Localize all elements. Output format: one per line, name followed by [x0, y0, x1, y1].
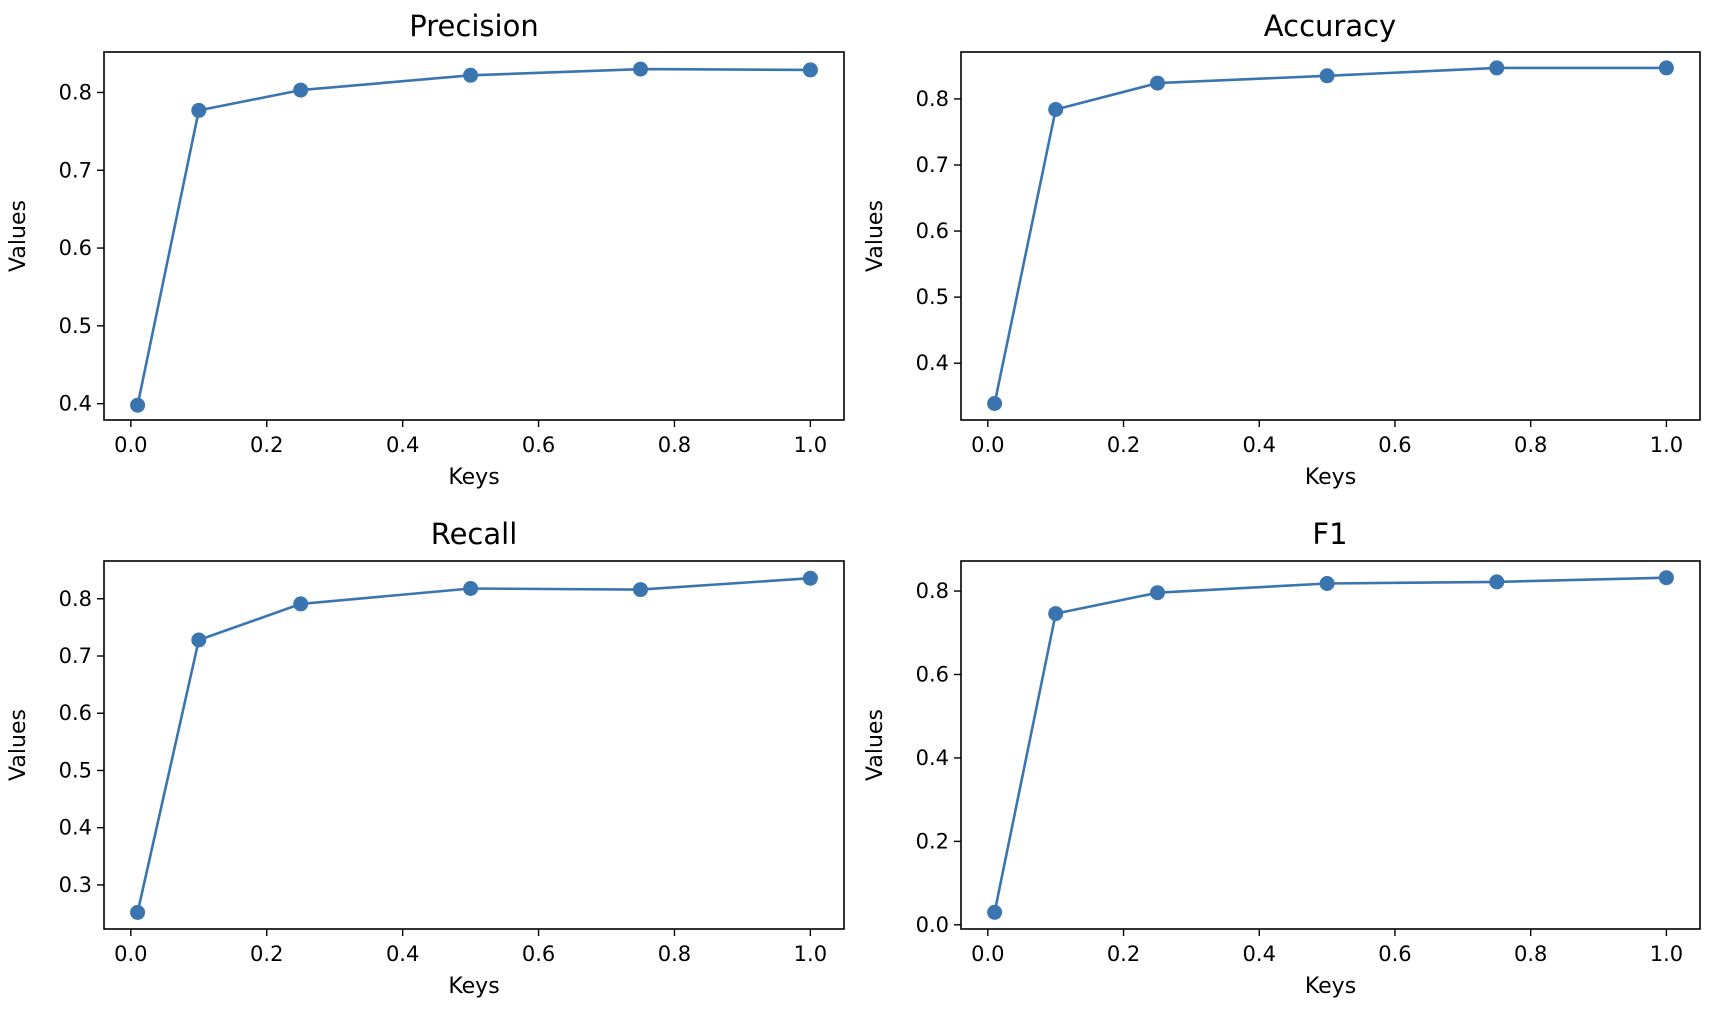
accuracy-data-point	[1048, 102, 1064, 117]
recall-data-point	[293, 596, 309, 612]
precision-y-tick-label: 0.7	[59, 158, 92, 182]
accuracy-data-point	[987, 396, 1003, 411]
f1-data-point	[1048, 606, 1064, 622]
recall-x-tick-label: 1.0	[794, 942, 827, 966]
f1-data-point	[1319, 576, 1335, 591]
recall-plot-frame	[103, 560, 845, 930]
precision-x-tick-label: 1.0	[794, 433, 827, 457]
recall-x-tick-label: 0.2	[250, 942, 283, 966]
precision-data-point	[633, 61, 648, 77]
accuracy-x-tick-label: 0.2	[1107, 433, 1140, 457]
f1-data-point	[987, 904, 1003, 920]
precision-data-point	[463, 67, 479, 83]
recall-x-tick-label: 0.8	[658, 942, 691, 966]
accuracy-data-point	[1489, 60, 1505, 76]
accuracy-panel: Accuracy 0.0 0.2 0.4 0.6 0.8 1.0 0.4 0.5 0.6 0.7 0.…	[863, 9, 1701, 490]
f1-x-tick-label: 0.8	[1514, 942, 1547, 966]
accuracy-x-tick-label: 0.0	[971, 433, 1004, 457]
recall-title: Recall	[431, 517, 518, 551]
recall-x-tick-label: 0.6	[522, 942, 555, 966]
precision-y-tick-label: 0.4	[59, 392, 92, 416]
recall-x-tick-label: 0.4	[386, 942, 419, 966]
recall-data-point	[130, 904, 146, 920]
precision-x-tick-label: 0.6	[522, 433, 555, 457]
precision-y-tick-label: 0.6	[59, 236, 92, 260]
accuracy-title: Accuracy	[1264, 9, 1396, 43]
f1-y-tick-label: 0.0	[916, 913, 949, 937]
precision-data-point	[191, 102, 207, 118]
recall-panel: Recall 0.0 0.2 0.4 0.6 0.8 1.0 0.3 0.4 0.5 0.6 0.7 0…	[6, 517, 845, 999]
precision-x-axis-label: Keys	[448, 465, 499, 490]
f1-x-tick-label: 0.2	[1107, 942, 1140, 966]
recall-y-tick-label: 0.6	[59, 701, 92, 725]
f1-x-tick-label: 1.0	[1650, 942, 1683, 966]
recall-data-point	[191, 632, 207, 648]
f1-plot-frame	[960, 560, 1701, 930]
recall-y-tick-label: 0.4	[59, 816, 92, 840]
recall-y-tick-label: 0.8	[59, 587, 92, 611]
accuracy-x-tick-label: 0.8	[1514, 433, 1547, 457]
accuracy-plot-frame	[960, 51, 1701, 421]
recall-x-tick-label: 0.0	[114, 942, 147, 966]
recall-x-axis-label: Keys	[448, 974, 499, 999]
accuracy-y-tick-label: 0.6	[916, 219, 949, 243]
f1-data-point	[1489, 574, 1505, 590]
recall-y-tick-label: 0.5	[59, 758, 92, 782]
accuracy-y-tick-label: 0.4	[916, 351, 949, 375]
precision-y-tick-label: 0.5	[59, 314, 92, 338]
precision-x-tick-label: 0.2	[250, 433, 283, 457]
accuracy-y-tick-label: 0.7	[916, 153, 949, 177]
recall-series-line	[136, 576, 811, 913]
f1-series-line	[993, 576, 1667, 913]
accuracy-y-tick-label: 0.5	[916, 285, 949, 309]
f1-y-tick-label: 0.6	[916, 662, 949, 686]
precision-x-tick-label: 0.0	[114, 433, 147, 457]
f1-y-axis-label: Values	[863, 709, 888, 781]
f1-y-tick-label: 0.2	[916, 829, 949, 853]
f1-x-tick-label: 0.0	[971, 942, 1004, 966]
accuracy-y-axis-label: Values	[863, 200, 888, 272]
f1-y-tick-label: 0.8	[916, 579, 949, 603]
precision-y-axis-label: Values	[6, 200, 31, 272]
accuracy-x-tick-label: 0.4	[1243, 433, 1276, 457]
precision-data-point	[293, 82, 309, 98]
f1-x-axis-label: Keys	[1305, 974, 1356, 999]
precision-data-point	[130, 397, 146, 413]
accuracy-x-axis-label: Keys	[1305, 465, 1356, 490]
recall-y-tick-label: 0.3	[59, 873, 92, 897]
precision-panel: Precision 0.0 0.2 0.4 0.6 0.8 1.0 0.4 0.5 0.6 0.7 0…	[6, 9, 845, 490]
f1-data-point	[1658, 570, 1674, 586]
accuracy-x-tick-label: 1.0	[1650, 433, 1683, 457]
accuracy-data-point	[1658, 60, 1674, 76]
precision-series-line	[136, 67, 811, 406]
recall-y-axis-label: Values	[6, 709, 31, 781]
f1-panel: F1 0.0 0.2 0.4 0.6 0.8 1.0 0.0 0.2 0.4 0.6 0.8 Keys V…	[863, 517, 1701, 999]
f1-data-point	[1150, 585, 1165, 601]
f1-y-tick-label: 0.4	[916, 746, 949, 770]
precision-plot-frame	[103, 51, 845, 421]
precision-title: Precision	[409, 9, 538, 43]
f1-x-tick-label: 0.4	[1243, 942, 1276, 966]
precision-data-point	[802, 62, 818, 78]
accuracy-x-tick-label: 0.6	[1378, 433, 1411, 457]
accuracy-series-line	[993, 66, 1667, 404]
recall-data-point	[463, 581, 479, 596]
precision-y-tick-label: 0.8	[59, 80, 92, 104]
recall-data-point	[802, 570, 818, 586]
recall-y-tick-label: 0.7	[59, 644, 92, 668]
accuracy-data-point	[1150, 75, 1165, 91]
f1-x-tick-label: 0.6	[1378, 942, 1411, 966]
f1-title: F1	[1312, 517, 1347, 551]
recall-data-point	[633, 582, 648, 598]
precision-x-tick-label: 0.4	[386, 433, 419, 457]
accuracy-y-tick-label: 0.8	[916, 87, 949, 111]
precision-x-tick-label: 0.8	[658, 433, 691, 457]
accuracy-data-point	[1319, 68, 1335, 84]
